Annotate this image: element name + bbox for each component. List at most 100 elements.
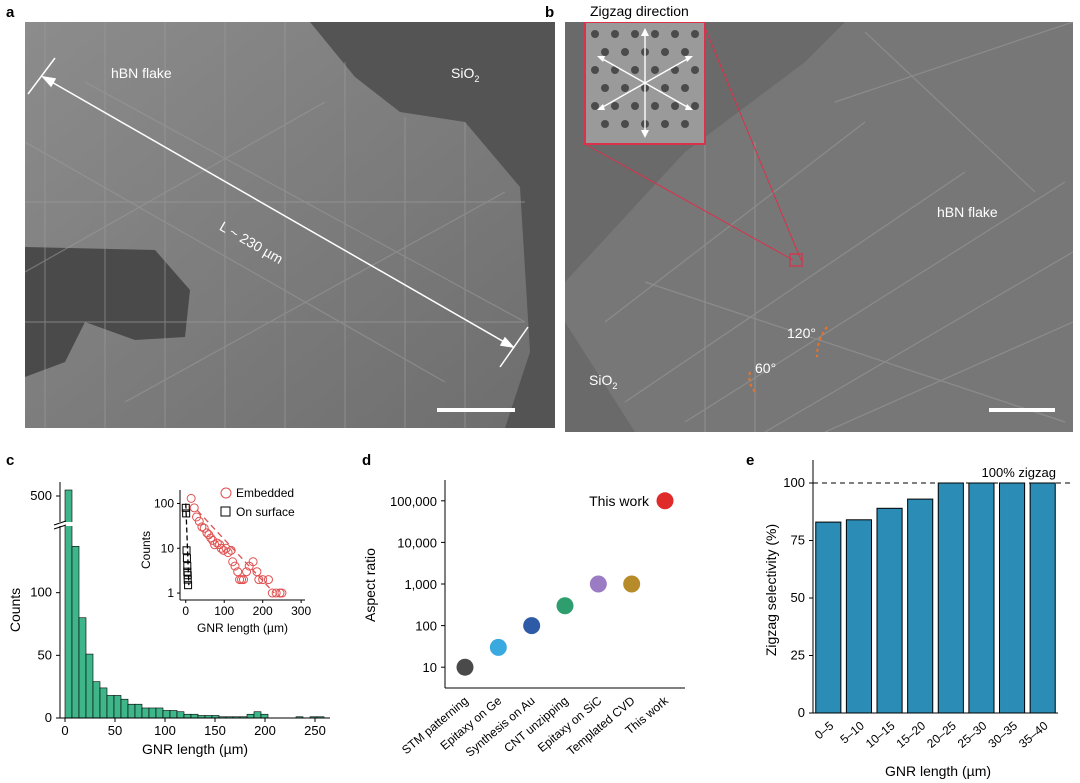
panel-e-letter: e — [746, 452, 755, 469]
histogram-bar — [85, 653, 94, 719]
x-tick-label: 50 — [108, 723, 122, 738]
x-category-label: 10–15 — [863, 718, 898, 750]
y-tick-label: 10 — [423, 660, 437, 675]
inset-embedded-point — [248, 557, 258, 567]
label-sio2-a: SiO2 — [451, 65, 479, 84]
inset-embedded-point — [216, 543, 226, 553]
data-point — [589, 575, 607, 593]
legend-surface-label: On surface — [236, 505, 295, 519]
y-axis-label: Zigzag selectivity (%) — [763, 524, 779, 656]
x-category-label: 5–10 — [837, 718, 867, 746]
y-tick-label: 100 — [415, 619, 437, 634]
inset-y-tick-label: 10 — [161, 541, 175, 555]
histogram-bar — [190, 713, 199, 719]
scale-bar — [437, 408, 515, 412]
inset-embedded-point — [226, 545, 236, 555]
label-angle-60: 60° — [755, 360, 777, 376]
inset-embedded-point — [221, 543, 231, 553]
sio2-subscript-b: 2 — [612, 380, 618, 391]
legend-embedded-label: Embedded — [236, 486, 294, 500]
y-tick-label: 25 — [791, 648, 805, 663]
y-tick-label: 10,000 — [397, 535, 437, 550]
chart-e-zigzag-selectivity: 100% zigzag 0 25 50 75 100 0–5 5–1010–1515–2020… — [763, 460, 1072, 779]
histogram-bar — [78, 617, 87, 719]
zigzag-inset — [584, 22, 706, 145]
x-category-label: 20–25 — [924, 718, 959, 750]
histogram-bar — [183, 713, 192, 719]
inset-embedded-point — [208, 535, 218, 545]
inset-surface-point — [182, 546, 191, 555]
histogram-bar — [127, 703, 136, 719]
length-measure-line — [27, 57, 529, 368]
hole-region — [25, 247, 190, 377]
inset-embedded-point — [242, 567, 252, 577]
reference-line-label: 100% zigzag — [982, 465, 1056, 480]
label-hbn-flake-b: hBN flake — [937, 204, 998, 220]
x-category-label: 0–5 — [812, 718, 837, 742]
inset-embedded-point — [238, 575, 248, 585]
data-point — [489, 638, 507, 656]
y-tick-label: 50 — [791, 590, 805, 605]
inset-y-axis-label: Counts — [139, 531, 153, 569]
inset-x-tick-label: 200 — [253, 604, 273, 618]
angle-arc-120 — [816, 326, 828, 358]
sio2-text: SiO — [451, 65, 475, 81]
selectivity-bar — [968, 482, 995, 714]
histogram-bar — [169, 710, 178, 719]
inset-surface-point — [182, 509, 191, 518]
axis-break-gap — [52, 522, 92, 526]
inset-embedded-point — [189, 503, 199, 513]
histogram-bar — [260, 713, 269, 719]
histogram-bar — [99, 687, 108, 719]
x-category-label: 30–35 — [985, 718, 1020, 750]
inset-embedded-point — [192, 512, 202, 522]
x-axis-label: GNR length (µm) — [885, 763, 991, 779]
x-tick-label: 100 — [154, 723, 176, 738]
histogram-bar — [176, 711, 185, 719]
data-point — [456, 658, 474, 676]
selectivity-bar — [937, 482, 964, 714]
inset-pointer-lines — [584, 27, 802, 261]
selectivity-bar — [907, 498, 934, 714]
histogram-bar — [246, 713, 255, 719]
x-category-label: 35–40 — [1016, 718, 1051, 750]
panel-b-image: hBN flake SiO2 120° 60° — [565, 22, 1073, 432]
hbn-flake-shape-b — [565, 22, 1073, 432]
label-sio2-b: SiO2 — [589, 372, 617, 391]
y-axis-label: Aspect ratio — [362, 548, 378, 622]
inset-surface-point — [183, 571, 192, 580]
selectivity-bar — [845, 519, 872, 714]
legend-embedded-marker — [220, 487, 232, 499]
panel-d-letter: d — [362, 452, 372, 469]
panel-b-micrograph — [565, 22, 1073, 432]
inset-surface-point — [184, 581, 193, 590]
inset-x-tick-label: 100 — [214, 604, 234, 618]
legend-surface-marker — [220, 506, 231, 517]
inset-embedded-point — [199, 523, 209, 533]
y-tick-label: 100,000 — [390, 494, 437, 509]
histogram-bar — [106, 695, 115, 719]
inset-embedded-point — [223, 548, 233, 558]
x-category-label: 15–20 — [894, 718, 929, 750]
panel-a-image: hBN flake SiO2 L ~ 230 µm — [25, 22, 555, 428]
angle-arc-60 — [748, 371, 758, 395]
inset-embedded-point — [258, 575, 268, 585]
y-tick-label: 100 — [783, 475, 805, 490]
inset-x-tick-label: 0 — [182, 604, 189, 618]
nanoribbon-lines — [25, 22, 526, 428]
annotation-this-work: This work — [589, 493, 650, 509]
histogram-bar — [134, 703, 143, 719]
histogram-bar — [113, 695, 122, 719]
y-tick-label: 0 — [798, 705, 805, 720]
y-tick-label: 1,000 — [404, 577, 437, 592]
data-point — [623, 575, 641, 593]
label-hbn-flake-a: hBN flake — [111, 65, 172, 81]
histogram-bar — [148, 707, 157, 719]
axis-break-mark — [53, 524, 67, 530]
panel-c-letter: c — [6, 452, 15, 469]
x-tick-label: 250 — [304, 723, 326, 738]
histogram-bar — [253, 711, 262, 719]
inset-embedded-point — [277, 588, 287, 598]
